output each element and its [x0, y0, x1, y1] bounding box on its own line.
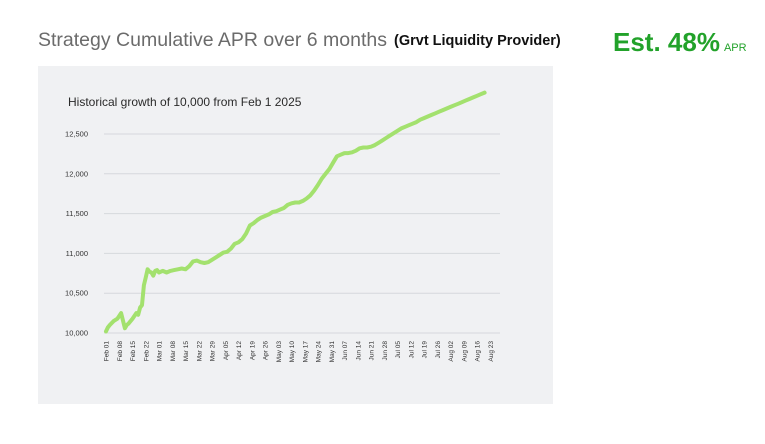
x-tick-label: Jul 05 [395, 341, 402, 359]
x-tick-label: May 17 [302, 341, 309, 363]
y-tick-label: 11,500 [66, 209, 88, 218]
x-tick-label: Jun 07 [342, 341, 349, 361]
x-tick-label: May 24 [316, 341, 323, 363]
series-line [104, 90, 487, 334]
x-tick-label: Feb 08 [117, 341, 124, 362]
x-tick-label: Jul 19 [422, 341, 429, 359]
x-tick-label: Mar 01 [157, 341, 164, 362]
y-tick-label: 11,000 [66, 249, 88, 258]
x-tick-label: Apr 19 [249, 341, 256, 361]
x-tick-label: Jul 12 [408, 341, 415, 359]
y-axis: 10,000 10,500 11,000 11,500 12,000 12,500 [65, 130, 88, 338]
apr-estimate-unit: APR [723, 42, 747, 54]
y-tick-label: 12,500 [65, 130, 88, 139]
apr-estimate: Est. 48% APR [613, 27, 747, 58]
page-title: Strategy Cumulative APR over 6 months [38, 29, 387, 51]
x-tick-label: Mar 22 [196, 341, 203, 362]
x-tick-label: Apr 12 [236, 341, 243, 361]
x-tick-label: Feb 22 [143, 341, 150, 362]
apr-estimate-value: Est. 48% [613, 27, 720, 57]
y-tick-label: 10,500 [65, 289, 88, 298]
x-tick-label: May 31 [329, 341, 336, 363]
x-tick-label: Jun 14 [355, 341, 362, 361]
x-tick-label: Jun 28 [382, 341, 389, 361]
page-subtitle: (Grvt Liquidity Provider) [394, 33, 561, 49]
grid-layer [104, 133, 500, 334]
x-tick-label: May 10 [289, 341, 296, 363]
x-axis: Feb 01 Feb 08 Feb 15 Feb 22 Mar 01 Mar 08 Mar … [104, 341, 495, 363]
y-tick-label: 10,000 [65, 329, 88, 338]
x-tick-label: Feb 01 [104, 341, 111, 362]
x-tick-label: Mar 08 [170, 341, 177, 362]
x-tick-label: Jun 21 [369, 341, 376, 361]
x-tick-label: Aug 09 [461, 341, 468, 362]
x-tick-label: May 03 [276, 341, 283, 363]
x-tick-label: Apr 05 [223, 341, 230, 361]
x-tick-label: Aug 16 [475, 341, 482, 362]
growth-line-chart: Historical growth of 10,000 from Feb 1 2… [65, 90, 500, 363]
x-tick-label: Apr 26 [263, 341, 270, 361]
x-tick-label: Mar 15 [183, 341, 190, 362]
chart-title: Historical growth of 10,000 from Feb 1 2… [68, 95, 302, 109]
x-tick-label: Jul 26 [435, 341, 442, 359]
x-tick-label: Aug 02 [448, 341, 455, 362]
y-tick-label: 12,000 [65, 169, 88, 178]
x-tick-label: Aug 23 [488, 341, 495, 362]
chart-panel: Historical growth of 10,000 from Feb 1 2… [38, 66, 553, 404]
x-tick-label: Mar 29 [210, 341, 217, 362]
series-layer [104, 90, 487, 334]
x-tick-label: Feb 15 [130, 341, 137, 362]
